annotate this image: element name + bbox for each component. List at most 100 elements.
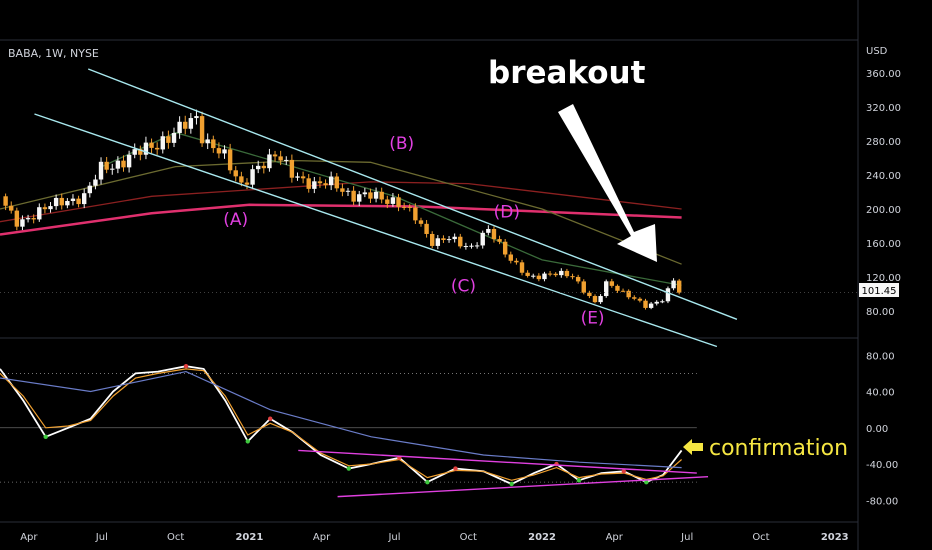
price-tick-label: 280.00 [866,137,901,148]
crossover-dot [245,439,250,444]
candle-body [469,245,474,247]
candle-body [306,178,311,189]
candle-body [525,272,530,276]
candle-body [458,236,463,247]
candle-body [272,154,278,157]
candle-body [289,159,295,178]
candle-body [48,206,53,210]
candle-body [559,270,564,276]
candle-body [637,298,643,301]
candle-body [9,205,14,211]
candle-body [575,276,581,282]
candle-body [351,190,356,202]
price-tick-label: 160.00 [866,239,901,250]
candle-body [211,139,216,149]
candle-body [547,273,553,275]
candle-body [643,300,648,308]
candle-body [396,197,401,207]
time-tick-label: Oct [460,532,477,543]
moving-average-2 [0,181,682,223]
candle-body [328,176,334,186]
time-tick-label: Jul [95,532,108,543]
candle-body [373,191,379,199]
last-price-tag-bg [859,283,899,297]
oscillator-tick-label: -40.00 [866,460,898,471]
candle-body [452,236,457,240]
candle-body [160,136,165,150]
candle-body [502,241,508,255]
candle-body [222,149,227,154]
candle-body [660,301,665,303]
moving-average-3 [0,159,682,265]
candle-body [676,280,682,293]
candle-body [654,301,659,304]
candle-body [474,245,480,247]
candle-body [261,165,267,169]
oscillator-pane [0,363,709,498]
candle-body [244,182,250,185]
wave-label: (E) [581,309,605,329]
candle-body [317,181,323,184]
oscillator-tick-label: 0.00 [866,424,888,435]
candle-body [413,207,418,221]
candle-body [70,198,76,202]
candle-body [604,281,609,297]
crossover-dot [268,416,273,421]
candle-body [194,116,199,119]
candle-body [183,121,188,129]
time-tick-label: Jul [680,532,693,543]
price-tick-label: 200.00 [866,205,901,216]
candle-body [536,275,542,280]
candle-body [648,303,654,308]
candle-body [42,207,48,210]
candle-body [497,239,502,242]
candle-body [166,136,171,143]
oscillator-tick-label: 40.00 [866,388,895,399]
time-tick-label: Apr [20,532,38,543]
candle-body [278,156,283,161]
candle-body [598,296,603,303]
candle-body [267,154,272,169]
last-price-value: 101.45 [862,286,897,297]
wave-label: (B) [389,134,414,154]
candle-body [87,185,93,194]
crossover-dot [43,434,48,440]
candle-body [300,176,306,179]
candle-body [323,183,328,186]
candle-body [615,285,620,291]
candle-body [149,142,154,148]
candle-body [345,190,351,192]
oscillator-series-3 [0,370,682,469]
candle-body [480,232,485,246]
wave-label: (D) [494,203,520,223]
candle-body [592,296,598,303]
candle-body [81,193,87,205]
candle-body [446,239,452,241]
oscillator-axis: 80.00 40.00 0.00 -40.00 -80.00 [866,351,898,507]
candle-body [110,168,115,170]
candle-body [570,276,575,278]
crossover-dot [621,469,627,474]
candle-body [177,121,182,133]
candle-body [609,281,615,286]
breakout-label: breakout [488,55,646,91]
candle-body [171,132,177,143]
candle-body [115,160,121,169]
candle-body [37,207,42,220]
candle-body [138,149,143,155]
candle-body [665,288,671,302]
candle-body [59,197,64,206]
time-axis: 20AprJulOct2021AprJulOct2022AprJulOct202… [20,532,848,543]
candle-body [205,139,210,144]
price-tick-label: 80.00 [866,307,895,318]
candle-body [143,142,149,155]
currency-label: USD [866,46,888,57]
candle-body [620,290,626,292]
breakout-arrow-icon [558,104,657,262]
crossover-dot [644,479,649,485]
candle-body [401,206,407,208]
candle-body [519,262,525,273]
candle-body [385,199,390,204]
price-tick-label: 360.00 [866,69,901,80]
